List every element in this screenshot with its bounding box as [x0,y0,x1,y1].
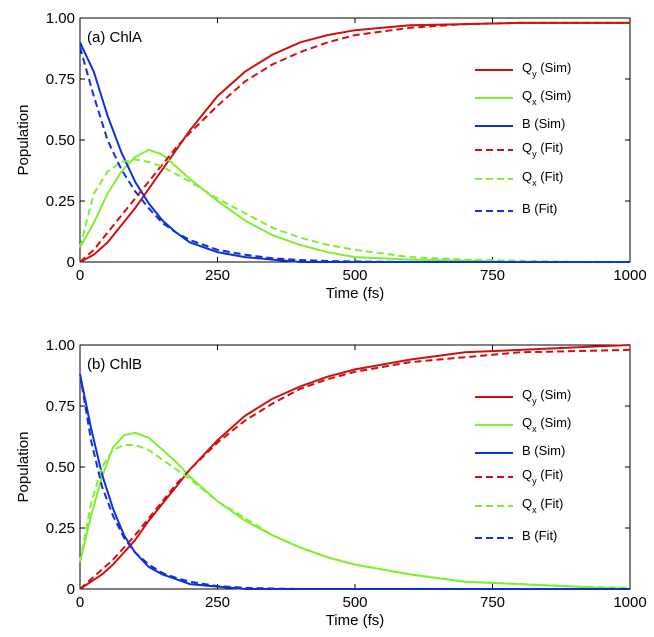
y-tick-label: 0.50 [46,459,75,476]
x-tick-label: 750 [480,267,505,284]
panel-chlb: 0 250 500 750 1000 0 0.25 0.50 0.75 1.00 (b) ChlB… [15,337,647,629]
y-axis-label: Population [15,105,32,176]
x-tick-label: 500 [342,594,367,611]
series-line-qy-fit [79,348,631,590]
x-axis-label: Time (fs) [326,612,385,629]
x-tick-label: 750 [480,594,505,611]
series-lines [79,21,630,263]
panel-title: (b) ChlB [87,356,142,373]
series-line-qx-fit [79,158,630,263]
legend: Qy (Sim) Qx (Sim) B (Sim) Qy (Fit) Qx (Fit) B… [475,60,571,216]
series-line-qx-fit [79,444,631,589]
y-tick-label: 0 [67,581,75,598]
y-tick-label: 0 [67,254,75,271]
y-tick-label: 0.25 [46,193,75,210]
legend-entry: B (Sim) [522,116,565,131]
x-tick-label: 0 [76,267,84,284]
tick-labels: 0 250 500 750 1000 0 0.25 0.50 0.75 1.00 [46,10,647,284]
legend-entry: Qy (Fit) [522,467,563,486]
legend-entry: B (Sim) [522,443,565,458]
x-tick-label: 250 [205,267,230,284]
legend-entry: Qx (Fit) [522,169,563,188]
series-line-qy-fit [79,21,630,263]
y-tick-label: 1.00 [46,10,75,27]
legend-entry: Qy (Fit) [522,140,563,159]
legend-entry: Qx (Sim) [522,88,571,107]
panel-chla: 0 250 500 750 1000 0 0.25 0.50 0.75 1.00 (a) ChlA… [15,10,647,302]
x-tick-label: 500 [342,267,367,284]
legend-entry: Qx (Sim) [522,415,571,434]
legend: Qy (Sim) Qx (Sim) B (Sim) Qy (Fit) Qx (Fit) B… [475,387,571,543]
series-line-b-fit [79,374,630,590]
panel-title: (a) ChlA [87,29,142,46]
x-tick-label: 1000 [613,267,646,284]
x-tick-label: 1000 [613,594,646,611]
legend-entry: Qx (Fit) [522,496,563,515]
legend-entry: B (Fit) [522,201,557,216]
legend-entry: B (Fit) [522,528,557,543]
series-line-qx-sim [79,148,630,263]
y-tick-label: 0.25 [46,520,75,537]
y-tick-label: 1.00 [46,337,75,354]
x-tick-label: 0 [76,594,84,611]
y-tick-label: 0.50 [46,132,75,149]
series-lines [79,344,631,590]
y-tick-label: 0.75 [46,71,75,88]
series-line-b-fit [79,47,630,263]
x-tick-label: 250 [205,594,230,611]
tick-labels: 0 250 500 750 1000 0 0.25 0.50 0.75 1.00 [46,337,647,611]
legend-entry: Qy (Sim) [522,387,571,406]
y-tick-label: 0.75 [46,398,75,415]
y-axis-label: Population [15,432,32,503]
legend-entry: Qy (Sim) [522,60,571,79]
x-axis-label: Time (fs) [326,285,385,302]
series-line-qy-sim [79,344,631,590]
